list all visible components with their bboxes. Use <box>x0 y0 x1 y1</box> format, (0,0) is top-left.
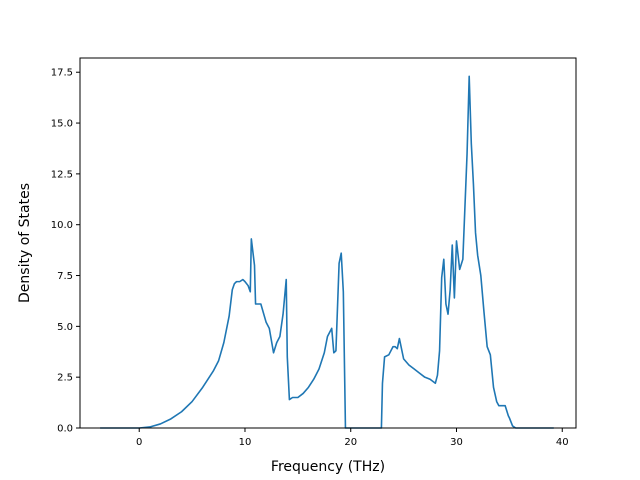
x-tick-label: 40 <box>556 437 569 448</box>
y-tick-label: 2.5 <box>57 373 73 384</box>
y-axis-label: Density of States <box>17 183 33 303</box>
y-tick-label: 7.5 <box>57 271 73 282</box>
y-tick-label: 10.0 <box>51 220 73 231</box>
x-tick-label: 30 <box>450 437 463 448</box>
y-tick-label: 0.0 <box>57 424 73 435</box>
plot-area <box>100 75 554 429</box>
y-tick-label: 5.0 <box>57 322 73 333</box>
x-axis-label: Frequency (THz) <box>271 459 385 475</box>
axes-frame <box>79 57 577 429</box>
x-tick-label: 10 <box>239 437 252 448</box>
y-tick-label: 17.5 <box>51 68 73 79</box>
x-tick-label: 20 <box>344 437 357 448</box>
x-tick-label: 0 <box>136 437 142 448</box>
y-axis-ticks: 0.0 2.5 5.0 7.5 10.0 12.5 15.0 17.5 <box>51 68 80 435</box>
y-tick-label: 15.0 <box>51 119 73 130</box>
x-axis-ticks: 0 10 20 30 40 <box>136 428 569 448</box>
y-tick-label: 12.5 <box>51 169 73 180</box>
series-line-dos <box>100 75 554 429</box>
